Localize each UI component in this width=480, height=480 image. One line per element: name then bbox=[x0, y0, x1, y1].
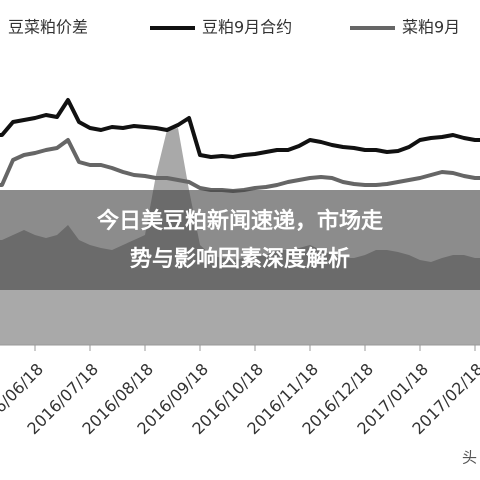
legend: 豆菜粕价差 豆粕9月合约 菜粕9月 bbox=[8, 18, 460, 37]
line bbox=[0, 98, 480, 159]
overlay-title: 今日美豆粕新闻速递，市场走 bbox=[97, 208, 383, 234]
watermark: 头 bbox=[462, 449, 477, 467]
legend-label: 豆粕9月合约 bbox=[202, 18, 292, 37]
x-axis: 2016/06/182016/07/182016/08/182016/09/18… bbox=[0, 344, 480, 438]
area bbox=[0, 128, 480, 345]
overlay-title: 势与影响因素深度解析 bbox=[130, 246, 350, 272]
title-overlay bbox=[0, 190, 480, 290]
legend-label: 豆菜粕价差 bbox=[8, 18, 88, 37]
legend-label: 菜粕9月 bbox=[402, 18, 460, 37]
